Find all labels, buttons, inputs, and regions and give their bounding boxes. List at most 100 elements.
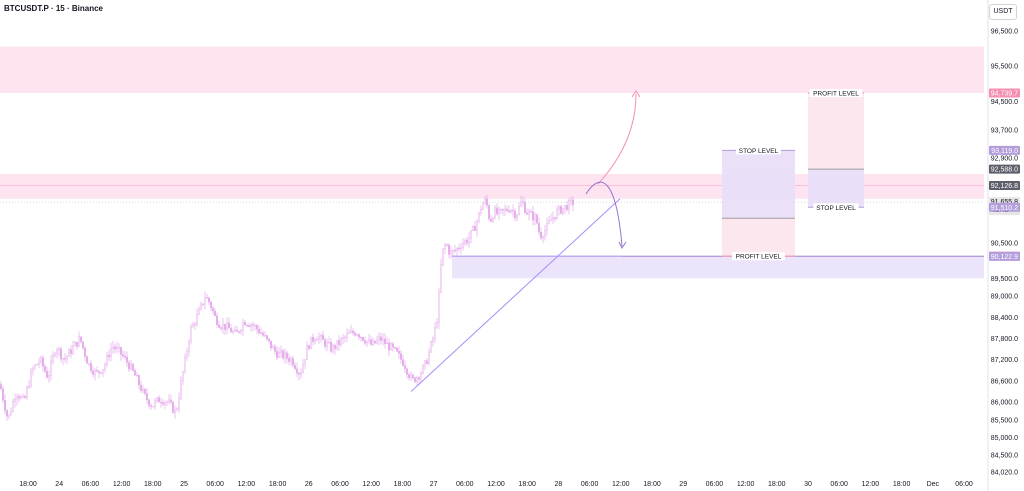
- candle-body: [74, 341, 76, 347]
- candle-body: [216, 315, 218, 325]
- candle-body: [240, 330, 242, 333]
- y-tick-label: 88,400.0: [991, 315, 1018, 322]
- position-stop-zone: [808, 169, 864, 208]
- candle-body: [282, 350, 284, 359]
- x-tick-label: 06:00: [331, 481, 349, 488]
- x-tick-label: 12:00: [737, 481, 755, 488]
- candle-body: [570, 199, 572, 201]
- candle-body: [130, 363, 132, 370]
- candle-body: [500, 208, 502, 211]
- price-label-bg: [989, 251, 1020, 261]
- candle-body: [246, 324, 248, 327]
- candle-body: [272, 346, 274, 349]
- candle-body: [310, 336, 312, 349]
- candle-body: [514, 210, 516, 219]
- candle-body: [464, 239, 466, 244]
- candle-body: [510, 209, 512, 213]
- candle-body: [28, 385, 30, 388]
- price-label-bg: [989, 164, 1020, 174]
- candle-body: [192, 323, 194, 328]
- candle-body: [190, 326, 192, 342]
- y-tick-label: 96,500.0: [991, 28, 1018, 35]
- y-tick-label: 85,000.0: [991, 435, 1018, 442]
- candle-body: [308, 345, 310, 349]
- candle-body: [362, 337, 364, 341]
- candle-body: [480, 209, 482, 213]
- x-tick-label: Dec: [927, 481, 940, 488]
- candle-body: [506, 208, 508, 211]
- down-arrow-head: [618, 241, 627, 249]
- candle-body: [550, 219, 552, 221]
- candle-body: [10, 411, 12, 416]
- candle-body: [458, 248, 460, 250]
- candle-body: [498, 209, 500, 215]
- candle-body: [186, 351, 188, 358]
- candle-body: [250, 324, 252, 327]
- candle-body: [200, 303, 202, 310]
- candle-body: [390, 343, 392, 351]
- upper-resistance-zone: [0, 46, 984, 94]
- candle-body: [544, 230, 546, 238]
- candle-body: [226, 322, 228, 330]
- candle-body: [414, 377, 416, 382]
- y-tick-label: 89,500.0: [991, 276, 1018, 283]
- candle-body: [340, 338, 342, 345]
- candle-body: [32, 367, 34, 371]
- candle-body: [168, 399, 170, 403]
- candle-body: [174, 409, 176, 413]
- candle-body: [384, 338, 386, 345]
- candle-body: [98, 370, 100, 373]
- candle-body: [228, 322, 230, 329]
- candle-body: [466, 239, 468, 244]
- profit-level-label-bg: [732, 252, 785, 261]
- positions-layer: STOP LEVEL PROFIT LEVEL STOP LEVEL PROFIT L…: [722, 89, 864, 261]
- candle-body: [160, 401, 162, 404]
- currency-button[interactable]: USDT: [989, 4, 1017, 20]
- price-axis[interactable]: 96,500.0 95,500.0 94,500.0 93,700.0 92,900.0…: [987, 0, 1018, 491]
- candle-body: [102, 369, 104, 374]
- x-tick-label: 30: [804, 481, 812, 488]
- candle-body: [356, 334, 358, 336]
- candle-body: [6, 410, 8, 417]
- y-tick-label: 89,000.0: [991, 294, 1018, 301]
- candle-body: [128, 362, 130, 370]
- profit-level-label: PROFIT LEVEL: [736, 254, 782, 261]
- candle-body: [382, 338, 384, 341]
- x-tick-label: 06:00: [206, 481, 224, 488]
- candle-body: [124, 355, 126, 358]
- x-tick-label: 18:00: [19, 481, 37, 488]
- candle-body: [108, 354, 110, 358]
- candle-body: [332, 345, 334, 352]
- candle-body: [206, 297, 208, 299]
- y-tick-label: 85,500.0: [991, 417, 1018, 424]
- candle-body: [266, 335, 268, 339]
- candle-body: [432, 338, 434, 342]
- candle-body: [52, 355, 54, 362]
- candle-body: [450, 250, 452, 255]
- candle-body: [428, 351, 430, 364]
- time-axis[interactable]: 18:00 24 06:00 12:00 18:00 25 06:00 12:00 18:00 2…: [19, 481, 973, 488]
- candle-body: [194, 323, 196, 326]
- candle-body: [398, 351, 400, 354]
- candle-body: [80, 336, 82, 342]
- candle-body: [176, 408, 178, 410]
- candle-body: [232, 330, 234, 333]
- candle-body: [564, 205, 566, 209]
- candle-body: [24, 396, 26, 398]
- candle-body: [370, 339, 372, 345]
- candle-body: [402, 359, 404, 366]
- candle-body: [84, 347, 86, 357]
- candle-body: [554, 217, 556, 219]
- candle-body: [360, 336, 362, 339]
- candle-body: [34, 364, 36, 369]
- candle-body: [376, 339, 378, 344]
- candle-body: [534, 214, 536, 221]
- x-tick-label: 26: [305, 481, 313, 488]
- candle-body: [214, 310, 216, 317]
- candle-body: [76, 341, 78, 347]
- candle-body: [548, 220, 550, 224]
- candle-body: [42, 357, 44, 367]
- candle-body: [404, 365, 406, 370]
- x-tick-label: 06:00: [955, 481, 973, 488]
